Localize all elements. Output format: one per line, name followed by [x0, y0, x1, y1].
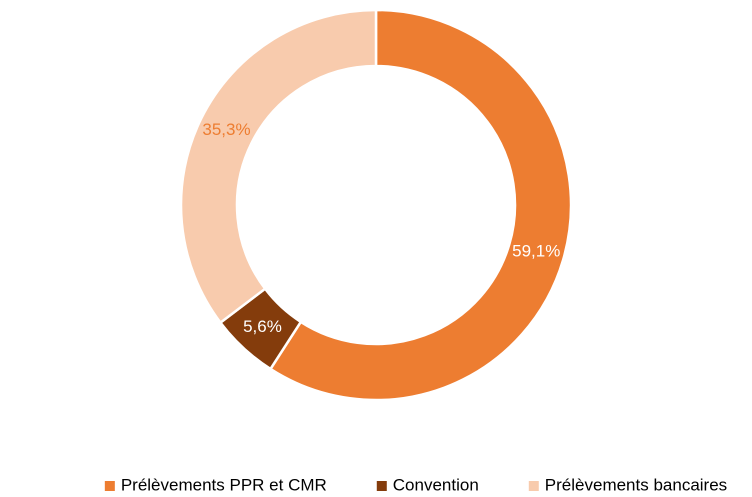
legend-label: Prélèvements bancaires [545, 475, 727, 494]
data-label: 59,1% [512, 242, 560, 261]
data-label: 5,6% [243, 317, 282, 336]
data-label: 35,3% [202, 120, 250, 139]
donut-segment [179, 8, 378, 325]
donut-segment [268, 8, 573, 402]
legend-swatch [104, 481, 115, 491]
legend-label: Convention [393, 475, 479, 494]
legend-swatch [376, 481, 387, 491]
legend-swatch [528, 481, 539, 491]
legend-label: Prélèvements PPR et CMR [121, 475, 327, 494]
